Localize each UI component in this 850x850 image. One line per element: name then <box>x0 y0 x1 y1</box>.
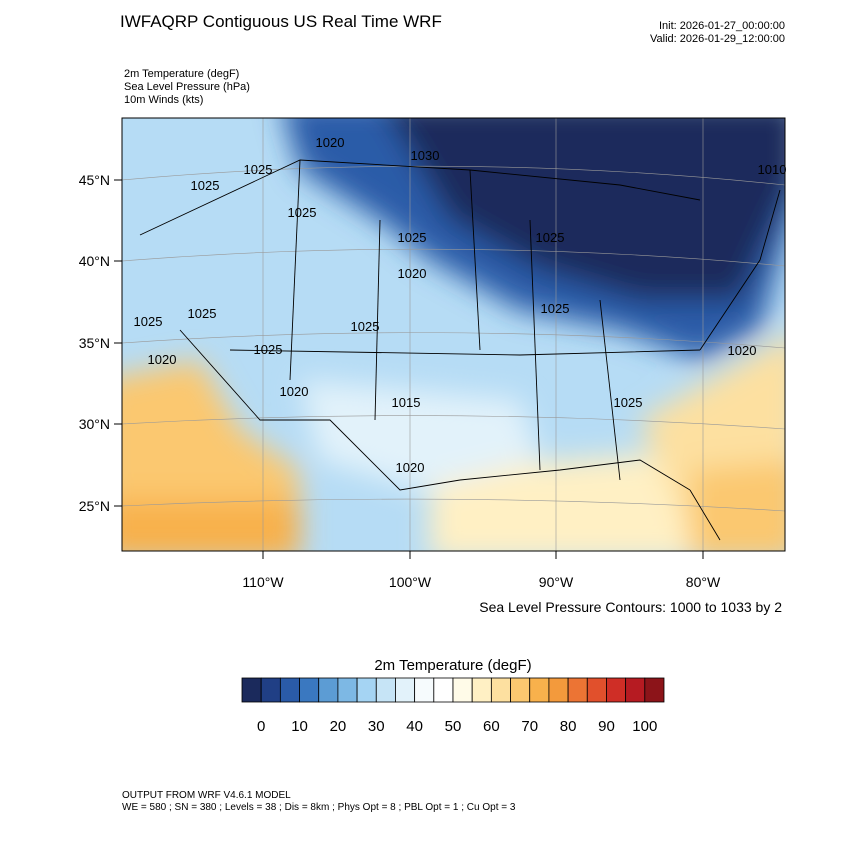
map-frame <box>121 117 786 552</box>
pressure-label: 1020 <box>728 343 757 358</box>
init: Init: 2026-01-27_00:00:00 <box>659 20 785 32</box>
pressure-label: 1020 <box>316 135 345 150</box>
colorbar-box <box>279 677 300 703</box>
map <box>122 118 785 551</box>
colorbar-box <box>337 677 358 703</box>
colorbar-tick-label: 0 <box>257 718 265 735</box>
colorbar-box <box>260 677 281 703</box>
pressure-label: 1025 <box>134 314 163 329</box>
pressure-label: 1025 <box>254 342 283 357</box>
lon-label: 110°W <box>242 574 284 590</box>
colorbar-box <box>299 677 320 703</box>
pressure-label: 1025 <box>244 162 273 177</box>
colorbar-tick-label: 80 <box>560 718 577 735</box>
pressure-label: 1025 <box>188 306 217 321</box>
colorbar-box <box>510 677 531 703</box>
pressure-label: 1020 <box>280 384 309 399</box>
colorbar-box <box>241 677 262 703</box>
lat-label: 45°N <box>79 172 110 188</box>
valid: Valid: 2026-01-29_12:00:00 <box>650 33 785 45</box>
colorbar-box <box>606 677 627 703</box>
colorbar-box <box>471 677 492 703</box>
colorbar-box <box>586 677 607 703</box>
pressure-label: 1025 <box>398 230 427 245</box>
colorbar-box <box>375 677 396 703</box>
colorbar-tick-label: 30 <box>368 718 385 735</box>
lat-label: 35°N <box>79 335 110 351</box>
warm-region <box>122 500 300 551</box>
lat-label: 30°N <box>79 416 110 432</box>
colorbar-box <box>644 677 665 703</box>
footer: OUTPUT FROM WRF V4.6.1 MODEL <box>122 790 291 801</box>
colorbar-box <box>490 677 511 703</box>
field: 2m Temperature (degF) <box>124 68 239 80</box>
colorbar-box <box>395 677 416 703</box>
contour-caption: Sea Level Pressure Contours: 1000 to 103… <box>479 599 782 615</box>
lon-label: 90°W <box>539 574 574 590</box>
lat-label: 40°N <box>79 253 110 269</box>
pressure-label: 1025 <box>288 205 317 220</box>
pressure-label: 1025 <box>191 178 220 193</box>
lon-label: 80°W <box>686 574 721 590</box>
field: Sea Level Pressure (hPa) <box>124 81 250 93</box>
colorbar-label: 2m Temperature (degF) <box>374 657 531 674</box>
colorbar-tick-label: 60 <box>483 718 500 735</box>
pressure-label: 1010 <box>758 162 787 177</box>
colorbar-tick-label: 90 <box>598 718 615 735</box>
colorbar-box <box>356 677 377 703</box>
colorbar-box <box>548 677 569 703</box>
pressure-label: 1020 <box>396 460 425 475</box>
title: IWFAQRP Contiguous US Real Time WRF <box>120 12 442 31</box>
pressure-label: 1025 <box>536 230 565 245</box>
mild-region <box>300 380 540 490</box>
coldest-region <box>390 118 785 300</box>
colorbar-box <box>567 677 588 703</box>
lat-label: 25°N <box>79 498 110 514</box>
colorbar-box <box>414 677 435 703</box>
lon-label: 100°W <box>389 574 432 590</box>
pressure-label: 1020 <box>148 352 177 367</box>
footer: WE = 580 ; SN = 380 ; Levels = 38 ; Dis … <box>122 802 516 813</box>
colorbar-tick-label: 100 <box>632 718 657 735</box>
graticule <box>122 118 785 551</box>
pressure-label: 1020 <box>398 266 427 281</box>
colorbar-box <box>452 677 473 703</box>
colorbar-tick-label: 20 <box>330 718 347 735</box>
state-borders <box>139 159 781 541</box>
colorbar-box <box>318 677 339 703</box>
pressure-label: 1030 <box>411 148 440 163</box>
pressure-label: 1025 <box>351 319 380 334</box>
colorbar-tick-label: 50 <box>445 718 462 735</box>
field: 10m Winds (kts) <box>124 94 203 106</box>
colorbar-tick-label: 40 <box>406 718 423 735</box>
pressure-label: 1025 <box>614 395 643 410</box>
colorbar-tick-label: 70 <box>521 718 538 735</box>
colorbar-box <box>625 677 646 703</box>
colorbar-box <box>433 677 454 703</box>
colorbar-tick-label: 10 <box>291 718 308 735</box>
florida-region <box>690 461 785 551</box>
pressure-label: 1015 <box>392 395 421 410</box>
pressure-label: 1025 <box>541 301 570 316</box>
colorbar-box <box>529 677 550 703</box>
